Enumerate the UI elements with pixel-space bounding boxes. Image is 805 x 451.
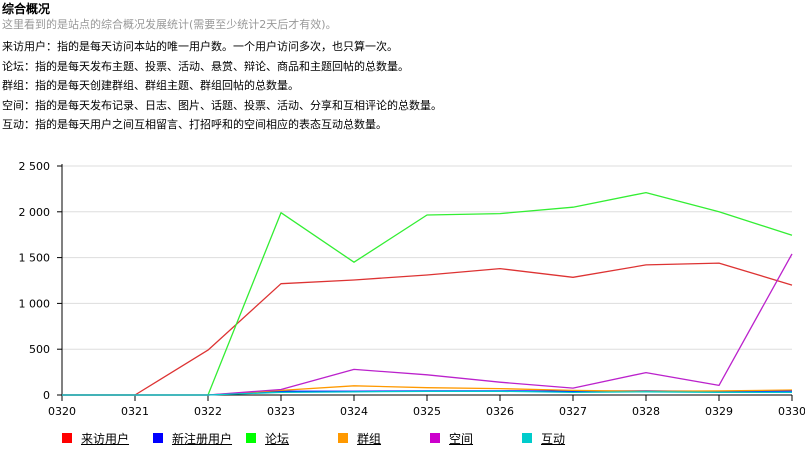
x-tick-label: 0326 [486, 405, 514, 418]
y-tick-label: 0 [43, 389, 50, 402]
description-space: 空间：指的是每天发布记录、日志、图片、话题、投票、活动、分享和互相评论的总数量。 [2, 98, 442, 112]
legend-swatch [338, 433, 348, 443]
line-chart: 0 500 1 000 1 500 2 000 2 500 0320 0321 0322 0323… [19, 160, 805, 418]
x-tick-label: 0322 [194, 405, 222, 418]
y-tick-label: 2 500 [19, 160, 51, 173]
page-subtitle: 这里看到的是站点的综合概况发展统计(需要至少统计2天后才有效)。 [2, 18, 337, 31]
legend-label: 论坛 [265, 432, 290, 446]
series-line-3 [62, 191, 793, 396]
x-tick-label: 0324 [340, 405, 368, 418]
x-tick-label: 0323 [267, 405, 295, 418]
legend-label: 空间 [449, 432, 474, 446]
x-tick-label: 0328 [632, 405, 660, 418]
page-title: 综合概况 [2, 2, 51, 16]
legend-label: 群组 [357, 432, 382, 446]
legend-swatch [246, 433, 256, 443]
x-tick-label: 0327 [559, 405, 587, 418]
legend-swatch [153, 433, 163, 443]
series-line-6 [62, 390, 792, 396]
x-tick-label: 0320 [48, 405, 76, 418]
y-tick-label: 1 000 [19, 297, 51, 310]
y-tick-label: 500 [29, 343, 50, 356]
legend-label: 互动 [541, 432, 566, 446]
x-tick-label: 0325 [413, 405, 441, 418]
x-tick-label: 0329 [705, 405, 733, 418]
legend-swatch [62, 433, 72, 443]
y-tick-label: 2 000 [19, 206, 51, 219]
legend-label: 来访用户 [81, 432, 130, 446]
x-tick-label: 0330 [778, 405, 805, 418]
series-line-1 [62, 262, 793, 396]
description-forum: 论坛：指的是每天发布主题、投票、活动、悬赏、辩论、商品和主题回帖的总数量。 [2, 59, 409, 73]
legend-label: 新注册用户 [172, 432, 233, 446]
legend-swatch [430, 433, 440, 443]
y-tick-label: 1 500 [19, 252, 51, 265]
header: 综合概况 这里看到的是站点的综合概况发展统计(需要至少统计2天后才有效)。 来访… [2, 2, 802, 138]
legend-swatch [522, 433, 532, 443]
chart-legend: 来访用户 新注册用户 论坛 群组 空间 互动 [62, 431, 802, 449]
description-visitors: 来访用户：指的是每天访问本站的唯一用户数。一个用户访问多次，也只算一次。 [2, 40, 398, 53]
x-tick-label: 0321 [121, 405, 149, 418]
description-interaction: 互动：指的是每天用户之间互相留言、打招呼和的空间相应的表态互动总数量。 [2, 118, 387, 132]
description-groups: 群组：指的是每天创建群组、群组主题、群组回帖的总数量。 [2, 79, 299, 93]
